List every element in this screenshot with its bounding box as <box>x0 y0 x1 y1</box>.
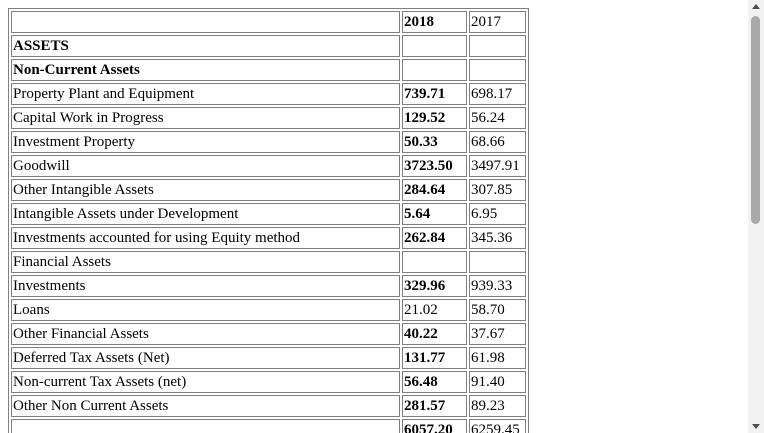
row-label-cell: Investments <box>11 275 400 297</box>
table-row: Deferred Tax Assets (Net) 131.77 61.98 <box>11 347 526 369</box>
value-2017-cell: 939.33 <box>469 275 526 297</box>
scroll-down-button[interactable] <box>748 419 764 433</box>
value-2017-cell <box>469 251 526 273</box>
value-2017-cell <box>469 59 526 81</box>
value-2017-cell: 37.67 <box>469 323 526 345</box>
table-header-row: 2018 2017 <box>11 11 526 33</box>
value-2017-cell: 56.24 <box>469 107 526 129</box>
value-2018-cell: 40.22 <box>402 323 467 345</box>
value-2017-cell: 91.40 <box>469 371 526 393</box>
table-row: 6057.20 6259.45 <box>11 419 526 433</box>
value-2017-cell: 58.70 <box>469 299 526 321</box>
table-row: Other Intangible Assets 284.64 307.85 <box>11 179 526 201</box>
table-row: Goodwill 3723.50 3497.91 <box>11 155 526 177</box>
row-label-cell: Investment Property <box>11 131 400 153</box>
value-2018-cell: 284.64 <box>402 179 467 201</box>
row-label-cell: Deferred Tax Assets (Net) <box>11 347 400 369</box>
value-2018-cell: 6057.20 <box>402 419 467 433</box>
value-2017-cell <box>469 35 526 57</box>
value-2017-cell: 345.36 <box>469 227 526 249</box>
scroll-up-button[interactable] <box>748 0 764 14</box>
table-row: Investments 329.96 939.33 <box>11 275 526 297</box>
row-label-cell: Other Financial Assets <box>11 323 400 345</box>
balance-sheet-table: 2018 2017 ASSETS Non-Current Assets Proper… <box>8 8 529 433</box>
value-2018-cell <box>402 59 467 81</box>
table-row: Investments accounted for using Equity m… <box>11 227 526 249</box>
row-label-cell: Other Non Current Assets <box>11 395 400 417</box>
table-row: Loans 21.02 58.70 <box>11 299 526 321</box>
header-2018-cell: 2018 <box>402 11 467 33</box>
table-row: Capital Work in Progress 129.52 56.24 <box>11 107 526 129</box>
table-row: Other Non Current Assets 281.57 89.23 <box>11 395 526 417</box>
row-label-cell: Intangible Assets under Development <box>11 203 400 225</box>
value-2017-cell: 307.85 <box>469 179 526 201</box>
table-row: Investment Property 50.33 68.66 <box>11 131 526 153</box>
arrow-down-icon <box>752 424 760 429</box>
row-label-cell: Investments accounted for using Equity m… <box>11 227 400 249</box>
value-2017-cell: 61.98 <box>469 347 526 369</box>
value-2018-cell <box>402 251 467 273</box>
row-label-cell: Other Intangible Assets <box>11 179 400 201</box>
row-label-cell: Non-current Tax Assets (net) <box>11 371 400 393</box>
value-2017-cell: 6.95 <box>469 203 526 225</box>
row-label-cell: Goodwill <box>11 155 400 177</box>
row-label-cell: Non-Current Assets <box>11 59 400 81</box>
value-2018-cell: 129.52 <box>402 107 467 129</box>
value-2018-cell: 3723.50 <box>402 155 467 177</box>
row-label-cell <box>11 419 400 433</box>
table-row: Other Financial Assets 40.22 37.67 <box>11 323 526 345</box>
value-2018-cell: 281.57 <box>402 395 467 417</box>
table-row: Non-Current Assets <box>11 59 526 81</box>
value-2017-cell: 3497.91 <box>469 155 526 177</box>
value-2018-cell: 50.33 <box>402 131 467 153</box>
value-2018-cell: 262.84 <box>402 227 467 249</box>
row-label-cell: Property Plant and Equipment <box>11 83 400 105</box>
table-row: Intangible Assets under Development 5.64 6… <box>11 203 526 225</box>
value-2018-cell: 739.71 <box>402 83 467 105</box>
value-2018-cell: 5.64 <box>402 203 467 225</box>
scrollbar-thumb[interactable] <box>751 16 760 224</box>
row-label-cell: Loans <box>11 299 400 321</box>
value-2018-cell: 56.48 <box>402 371 467 393</box>
table-row: Non-current Tax Assets (net) 56.48 91.40 <box>11 371 526 393</box>
header-label-cell <box>11 11 400 33</box>
row-label-cell: ASSETS <box>11 35 400 57</box>
value-2018-cell <box>402 35 467 57</box>
row-label-cell: Capital Work in Progress <box>11 107 400 129</box>
vertical-scrollbar[interactable] <box>748 0 764 433</box>
row-label-cell: Financial Assets <box>11 251 400 273</box>
value-2018-cell: 21.02 <box>402 299 467 321</box>
header-2017-cell: 2017 <box>469 11 526 33</box>
arrow-up-icon <box>752 4 760 9</box>
table-row: Property Plant and Equipment 739.71 698.17 <box>11 83 526 105</box>
value-2017-cell: 89.23 <box>469 395 526 417</box>
value-2017-cell: 6259.45 <box>469 419 526 433</box>
value-2018-cell: 131.77 <box>402 347 467 369</box>
value-2017-cell: 68.66 <box>469 131 526 153</box>
table-row: ASSETS <box>11 35 526 57</box>
table-row: Financial Assets <box>11 251 526 273</box>
table-body: 2018 2017 ASSETS Non-Current Assets Proper… <box>11 11 526 433</box>
value-2018-cell: 329.96 <box>402 275 467 297</box>
value-2017-cell: 698.17 <box>469 83 526 105</box>
